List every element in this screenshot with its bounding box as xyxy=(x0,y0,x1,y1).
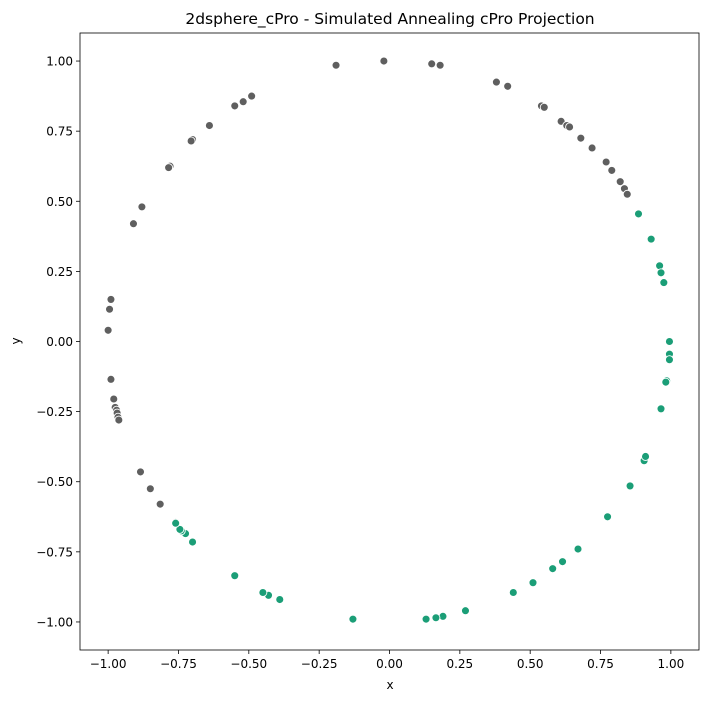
x-tick-label: 0.25 xyxy=(446,657,473,671)
x-tick-label: −0.25 xyxy=(301,657,338,671)
data-point-series-2 xyxy=(656,268,666,278)
y-tick-label: −0.75 xyxy=(36,545,73,559)
y-tick-label: 0.00 xyxy=(46,335,73,349)
data-point-series-1 xyxy=(136,467,145,477)
data-point-series-2 xyxy=(438,611,448,621)
data-point-series-1 xyxy=(164,163,174,173)
data-point-series-1 xyxy=(331,60,341,70)
y-tick-label: 0.25 xyxy=(46,265,73,279)
data-point-series-1 xyxy=(106,294,116,304)
data-point-series-2 xyxy=(421,614,431,624)
data-point-series-1 xyxy=(607,165,617,175)
data-point-series-1 xyxy=(622,189,632,199)
data-point-series-2 xyxy=(659,278,669,288)
data-point-series-1 xyxy=(129,219,138,229)
y-tick-label: −1.00 xyxy=(36,615,73,629)
y-axis-label: y xyxy=(9,337,23,344)
data-point-series-2 xyxy=(634,209,643,219)
data-point-series-1 xyxy=(565,122,575,132)
data-point-series-1 xyxy=(103,325,113,335)
data-point-series-2 xyxy=(230,571,240,581)
points-layer xyxy=(103,56,674,624)
data-point-series-1 xyxy=(503,81,513,91)
data-point-series-2 xyxy=(548,564,558,574)
chart-title: 2dsphere_cPro - Simulated Annealing cPro… xyxy=(185,10,594,29)
x-tick-label: 0.00 xyxy=(376,657,403,671)
data-point-series-1 xyxy=(114,415,124,425)
data-point-series-2 xyxy=(641,452,650,461)
y-axis: −1.00 −0.75 −0.50 −0.25 0.00 0.25 0.50 0.75 1.00 xyxy=(36,55,80,629)
data-point-series-1 xyxy=(186,136,196,146)
data-point-series-1 xyxy=(539,102,549,112)
data-point-series-1 xyxy=(204,121,214,131)
data-point-series-2 xyxy=(258,588,268,597)
plot-frame xyxy=(79,32,700,651)
data-point-series-1 xyxy=(576,133,586,143)
y-tick-label: −0.50 xyxy=(36,475,73,489)
x-tick-label: −1.00 xyxy=(90,657,127,671)
data-point-series-1 xyxy=(615,177,625,187)
data-point-series-2 xyxy=(528,578,538,588)
data-point-series-1 xyxy=(587,143,597,153)
data-point-series-1 xyxy=(109,394,119,404)
data-point-series-1 xyxy=(238,97,248,107)
data-point-series-1 xyxy=(105,304,114,314)
x-tick-label: −0.75 xyxy=(160,657,197,671)
data-point-series-1 xyxy=(137,202,147,212)
data-point-series-2 xyxy=(508,588,518,597)
x-axis: −1.00 −0.75 −0.50 −0.25 0.00 0.25 0.50 0.75 1.00 xyxy=(90,650,684,671)
data-point-series-2 xyxy=(188,537,197,547)
data-point-series-1 xyxy=(155,499,165,509)
x-tick-label: 1.00 xyxy=(658,657,685,671)
data-point-series-2 xyxy=(646,234,656,244)
data-point-series-1 xyxy=(427,59,437,69)
data-point-series-2 xyxy=(661,377,671,387)
data-point-series-1 xyxy=(145,484,155,494)
y-tick-label: 1.00 xyxy=(46,55,73,69)
data-point-series-1 xyxy=(601,157,611,167)
data-point-series-2 xyxy=(461,606,470,616)
data-point-series-2 xyxy=(558,557,567,567)
data-point-series-2 xyxy=(665,337,674,346)
data-point-series-1 xyxy=(247,91,257,101)
data-point-series-2 xyxy=(603,512,613,522)
data-point-series-1 xyxy=(435,60,445,70)
data-point-series-1 xyxy=(106,374,116,384)
x-tick-label: 0.50 xyxy=(517,657,544,671)
data-point-series-2 xyxy=(275,595,285,604)
data-point-series-2 xyxy=(175,524,185,534)
x-tick-label: 0.75 xyxy=(587,657,614,671)
data-point-series-2 xyxy=(665,355,674,365)
data-point-series-2 xyxy=(431,613,441,623)
x-axis-label: x xyxy=(386,678,393,692)
y-tick-label: −0.25 xyxy=(36,405,73,419)
data-point-series-2 xyxy=(348,614,358,624)
data-point-series-2 xyxy=(625,481,635,491)
data-point-series-1 xyxy=(379,56,389,66)
y-tick-label: 0.75 xyxy=(46,125,73,139)
x-tick-label: −0.50 xyxy=(230,657,267,671)
data-point-series-2 xyxy=(171,518,181,528)
data-point-series-2 xyxy=(656,404,666,414)
y-tick-label: 0.50 xyxy=(46,195,73,209)
data-point-series-2 xyxy=(573,544,583,554)
data-point-series-1 xyxy=(491,77,501,87)
data-point-series-1 xyxy=(230,101,240,111)
